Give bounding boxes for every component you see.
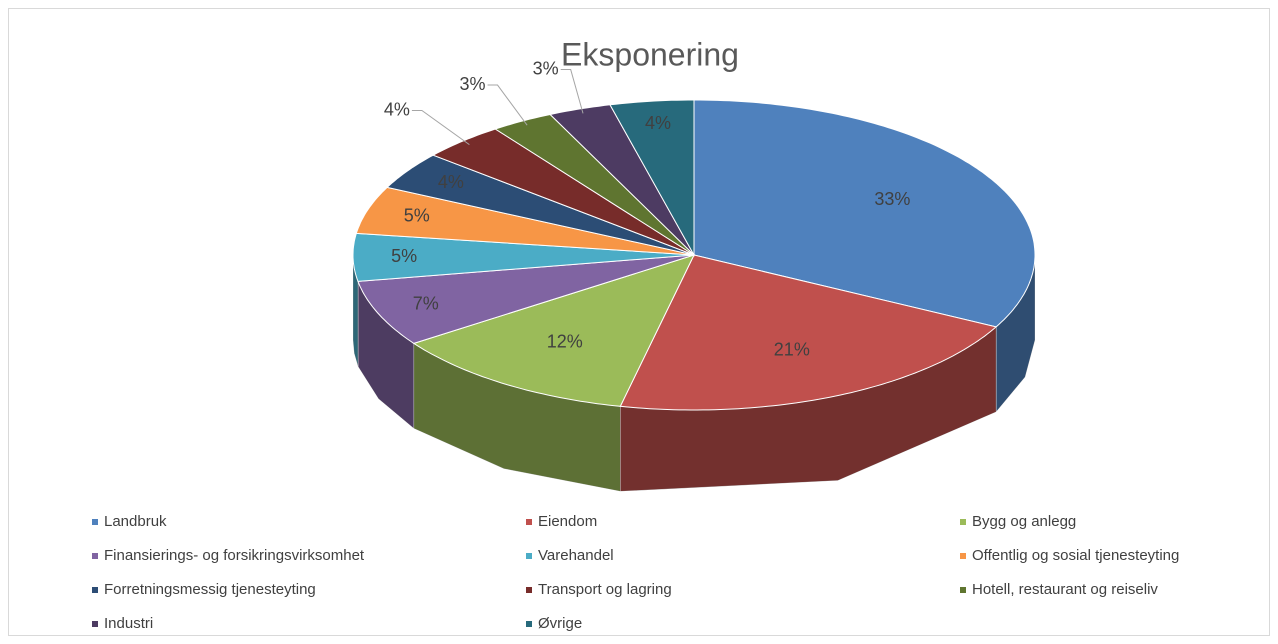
data-label: 4% [645,113,671,133]
legend-swatch [960,587,966,593]
legend-label: Industri [104,615,153,632]
legend-swatch [526,587,532,593]
side-shade [620,326,997,492]
slice [412,254,695,407]
data-label: 5% [391,246,417,266]
side-shade [996,255,1035,412]
slice [355,186,695,256]
legend-swatch [526,553,532,559]
side-shade [358,281,414,429]
slice [352,232,695,282]
legend-swatch [960,553,966,559]
data-label: 4% [384,99,410,119]
leader-line [411,110,470,146]
legend-swatch [526,621,532,627]
data-label: 5% [404,205,430,225]
legend-swatch [960,519,966,525]
legend-label: Varehandel [538,547,614,564]
legend-label: Finansierings- og forsikringsvirksomhet [104,547,365,564]
slice [432,128,695,256]
data-label: 7% [413,294,439,314]
leader-line [560,69,584,114]
legend-swatch [92,553,98,559]
chart-title: Eksponering [561,36,739,72]
data-label: 12% [547,331,583,351]
legend-swatch [92,621,98,627]
side-shade [413,343,621,492]
legend-label: Bygg og anlegg [972,513,1076,530]
legend-label: Hotell, restaurant og reiseliv [972,581,1158,598]
slice [357,254,695,344]
legend-swatch [526,519,532,525]
data-label: 21% [774,339,810,359]
legend-label: Transport og lagring [538,581,672,598]
side-shade [353,255,358,367]
data-label: 4% [438,172,464,192]
slice [494,113,695,256]
legend-label: Landbruk [104,513,167,530]
legend-label: Forretningsmessig tjenesteyting [104,581,316,598]
legend-label: Øvrige [538,615,582,632]
leader-line [487,84,528,126]
legend-label: Eiendom [538,513,597,530]
legend-label: Offentlig og sosial tjenesteyting [972,547,1179,564]
legend-swatch [92,519,98,525]
slice [693,99,1036,328]
legend-swatch [92,587,98,593]
slice [619,254,998,411]
slice [386,154,695,256]
slice [549,104,695,256]
slice [609,99,695,257]
data-label: 3% [460,74,486,94]
data-label: 3% [533,58,559,78]
data-label: 33% [874,189,910,209]
